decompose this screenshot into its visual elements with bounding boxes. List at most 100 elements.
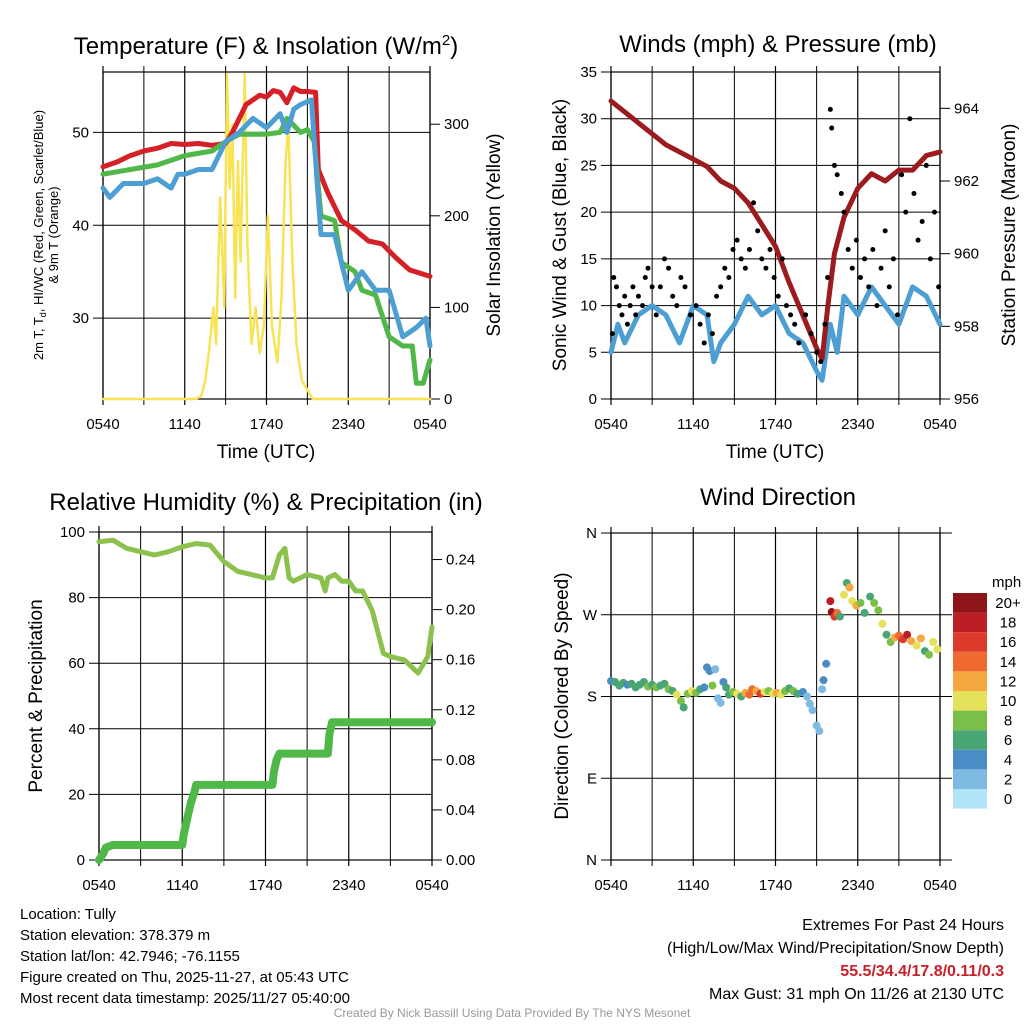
wind-direction-panel: Wind Direction Direction (Colored By Spe…	[552, 484, 1021, 894]
y-tick-label: 25	[580, 157, 597, 174]
direction-point	[805, 699, 814, 708]
legend-swatch	[953, 691, 987, 711]
gust-point	[808, 331, 814, 337]
legend-swatch	[953, 593, 987, 613]
gust-point	[678, 275, 684, 281]
gust-point	[718, 284, 724, 290]
legend-label: 2	[1004, 771, 1012, 788]
y-tick-label: 20	[68, 786, 85, 803]
right-tick-label: 956	[954, 391, 979, 408]
y-tick-label: S	[587, 689, 597, 706]
winds-panel-title: Winds (mph) & Pressure (mb)	[619, 31, 936, 58]
right-tick-label: 0.08	[446, 752, 475, 769]
y-tick-label: 60	[68, 655, 85, 672]
direction-point	[818, 685, 827, 694]
legend-swatch	[953, 789, 987, 809]
gust-point	[899, 172, 905, 178]
direction-point	[708, 681, 717, 690]
gust-point	[814, 349, 820, 355]
legend-label: 12	[1000, 673, 1017, 690]
y-tick-label: 80	[68, 590, 85, 607]
direction-point	[860, 608, 869, 617]
credit-text: Created By Nick Bassill Using Data Provi…	[333, 1006, 691, 1020]
pressure-y-axis-label: Station Pressure (Maroon)	[999, 124, 1020, 347]
right-tick-label: 300	[444, 116, 469, 133]
legend-label: 0	[1004, 791, 1012, 808]
right-tick-label: 0	[444, 391, 452, 408]
extremes-info: Extremes For Past 24 Hours (High/Low/Max…	[667, 914, 1004, 1006]
right-tick-label: 964	[954, 100, 979, 117]
temperature-panel-title: Temperature (F) & Insolation (W/m2)	[74, 32, 458, 60]
gust-point	[831, 162, 837, 168]
x-tick-label: 0540	[594, 416, 627, 433]
gust-point	[714, 293, 720, 299]
legend-label: 4	[1004, 752, 1012, 769]
plot-frame	[102, 71, 431, 400]
direction-point	[925, 650, 934, 659]
gust-point	[907, 116, 913, 122]
direction-point	[866, 592, 875, 601]
temperature-y-axis-label: 2m T, Td, HI/WC (Red, Green, Scarlet/Blu…	[31, 110, 48, 360]
gust-point	[693, 303, 699, 309]
direction-point	[874, 606, 883, 615]
gust-point	[730, 247, 736, 253]
direction-point	[676, 697, 685, 706]
gust-point	[903, 209, 909, 215]
recent-data-text: Most recent data timestamp: 2025/11/27 0…	[20, 990, 350, 1007]
direction-point	[815, 727, 824, 736]
legend-label: 6	[1004, 732, 1012, 749]
legend-swatch	[953, 612, 987, 633]
x-tick-label: 1140	[677, 416, 709, 433]
station-info: Location: Tully Station elevation: 378.3…	[20, 904, 350, 1009]
gust-point	[886, 284, 892, 290]
direction-point	[679, 703, 688, 712]
direction-point	[660, 679, 669, 688]
legend-label: 14	[1000, 654, 1017, 671]
gust-point	[613, 284, 619, 290]
gust-point	[825, 275, 831, 281]
direction-point	[929, 638, 938, 646]
gust-point	[932, 209, 938, 215]
grid	[93, 66, 440, 405]
legend-label: 20+	[995, 595, 1021, 612]
legend-swatch	[953, 632, 987, 652]
gust-point	[862, 256, 868, 262]
gust-point	[822, 321, 828, 327]
gust-point	[666, 265, 672, 271]
gust-point	[619, 312, 625, 318]
direction-point	[870, 598, 879, 607]
direction-point	[822, 659, 831, 668]
gust-point	[657, 284, 663, 290]
elevation-text: Station elevation: 378.379 m	[20, 927, 211, 944]
x-tick-label: 1140	[166, 877, 198, 894]
y-tick-label: 10	[580, 298, 597, 315]
gust-point	[857, 275, 863, 281]
gust-point	[829, 125, 835, 131]
legend-label: 8	[1004, 713, 1012, 730]
gust-point	[640, 303, 646, 309]
direction-point	[856, 598, 865, 607]
right-tick-label: 962	[954, 173, 979, 190]
gust-point	[649, 284, 655, 290]
gust-point	[734, 237, 740, 243]
series-hi-wc	[100, 115, 433, 386]
y-tick-label: E	[587, 770, 597, 787]
winds-x-axis-label: Time (UTC)	[726, 442, 825, 463]
legend-label: 10	[1000, 693, 1017, 710]
gust-point	[609, 331, 615, 337]
legend-swatch	[953, 730, 987, 750]
gust-point	[726, 275, 732, 281]
humidity-precip-panel: Relative Humidity (%) & Precipitation (i…	[26, 489, 483, 894]
direction-point	[916, 634, 925, 643]
x-tick-label: 2340	[332, 416, 365, 433]
grid	[89, 526, 442, 866]
x-tick-label: 0540	[923, 416, 956, 433]
gust-point	[775, 293, 781, 299]
y-tick-label: 20	[580, 204, 597, 221]
gust-point	[661, 256, 667, 262]
gust-point	[841, 209, 847, 215]
gust-point	[919, 218, 925, 224]
gust-point	[746, 247, 752, 253]
series-precipitation	[95, 718, 436, 864]
